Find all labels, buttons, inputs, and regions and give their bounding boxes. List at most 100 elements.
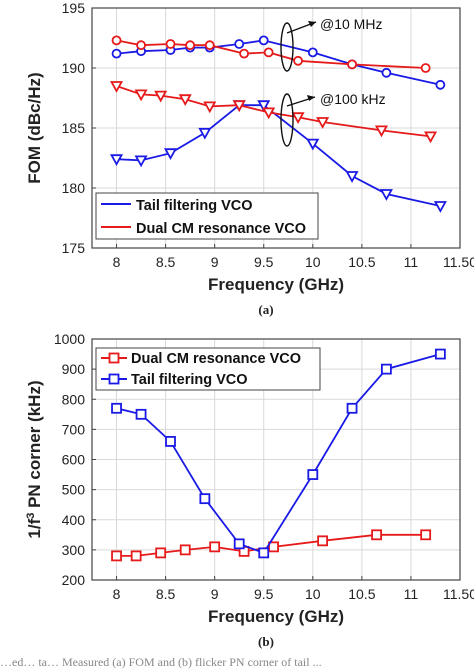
series <box>111 529 432 562</box>
data-point <box>110 154 124 167</box>
data-point <box>307 469 319 480</box>
chart-fom: 8 8.5 9 9.5 10 10.5 11 11.50 175 180 185 190 195 Fr… <box>25 0 474 317</box>
data-point <box>234 39 245 49</box>
annotation-text: @100 kHz <box>320 91 386 107</box>
series <box>111 35 431 73</box>
y-tick-label: 185 <box>62 120 86 136</box>
data-point <box>435 79 446 90</box>
legend-label: Tail filtering VCO <box>131 372 248 388</box>
x-tick-label: 11 <box>404 254 419 270</box>
x-axis-label: Frequency (GHz) <box>208 607 344 626</box>
data-point <box>263 47 274 58</box>
legend: Tail filtering VCO Dual CM resonance VCO <box>95 192 319 240</box>
y-tick-label: 300 <box>62 542 86 558</box>
data-point <box>110 81 124 93</box>
annotation-ellipse <box>280 93 294 147</box>
panel-label: (b) <box>258 634 274 649</box>
data-point <box>262 107 276 120</box>
y-tick-label: 195 <box>62 0 86 16</box>
series-line <box>116 39 441 86</box>
arrowhead-icon <box>308 21 316 27</box>
x-tick-label: 8.5 <box>156 586 176 602</box>
data-point <box>374 125 389 138</box>
plot-frame <box>91 338 461 581</box>
series-line <box>116 104 441 207</box>
series-line <box>116 39 426 69</box>
y-tick-label: 900 <box>62 361 86 377</box>
data-point <box>111 35 122 46</box>
y-tick-label: 800 <box>62 391 86 407</box>
legend-box <box>95 192 319 240</box>
data-point <box>434 348 446 360</box>
y-tick-label: 600 <box>62 452 86 468</box>
x-tick-label: 8.5 <box>156 254 176 270</box>
data-point <box>130 550 142 562</box>
legend-box <box>95 347 321 391</box>
annotation-100khz: @100 kHz <box>280 91 386 147</box>
data-point <box>379 189 393 201</box>
data-point <box>424 131 438 144</box>
panel-label: (a) <box>258 302 273 317</box>
legend-label: Tail filtering VCO <box>136 198 253 214</box>
y-tick-label: 175 <box>62 240 86 256</box>
y-tick-label: 180 <box>62 180 86 196</box>
y-tick-label: 700 <box>62 421 86 437</box>
annotation-ellipse <box>280 22 294 72</box>
data-point <box>239 48 250 59</box>
x-tick-label: 9 <box>211 254 219 270</box>
data-point <box>433 201 447 213</box>
legend-marker <box>108 352 120 364</box>
data-point <box>233 538 245 550</box>
x-tick-label: 9 <box>211 586 219 602</box>
x-tick-label: 11.50 <box>443 254 474 270</box>
data-point <box>293 55 303 66</box>
chart-pn-corner: 8 8.5 9 9.5 10 10.5 11 11.50 200 300 400 500 600 700… <box>25 331 474 649</box>
y-axis-label-superscript: 3 <box>25 513 37 519</box>
series-layer <box>110 35 447 213</box>
y-axis-label-part: 1/f <box>25 518 44 538</box>
data-point <box>134 89 148 102</box>
y-tick-label: 400 <box>62 512 86 528</box>
arrowhead-icon <box>307 95 315 101</box>
data-point <box>257 100 271 113</box>
x-tick-label: 10 <box>305 586 321 602</box>
y-axis-label: 1/f3 PN corner (kHz) <box>25 380 44 538</box>
data-point <box>111 48 122 59</box>
x-tick-label: 9.5 <box>254 586 274 602</box>
data-point <box>347 59 357 70</box>
data-point <box>345 171 359 183</box>
data-point <box>165 436 176 447</box>
legend-marker <box>108 373 120 385</box>
y-axis-label-part: PN corner (kHz) <box>25 380 44 512</box>
data-point <box>258 547 270 559</box>
legend-label: Dual CM resonance VCO <box>136 221 306 237</box>
data-point <box>420 529 432 541</box>
data-point <box>165 39 176 49</box>
legend: Dual CM resonance VCO Tail filtering VCO <box>95 347 321 391</box>
series-layer <box>111 348 446 562</box>
data-point <box>291 112 305 125</box>
data-point <box>232 100 246 113</box>
x-tick-labels: 8 8.5 9 9.5 10 10.5 11 11.50 <box>113 254 474 270</box>
data-point <box>111 402 122 414</box>
data-point <box>209 541 221 553</box>
x-tick-label: 10 <box>305 254 321 270</box>
series-line <box>116 353 441 554</box>
data-point <box>154 90 168 103</box>
data-point <box>381 67 392 78</box>
data-point <box>346 402 358 414</box>
data-point <box>136 40 146 51</box>
data-point <box>204 40 215 51</box>
data-point <box>420 63 431 73</box>
y-tick-label: 500 <box>62 482 86 498</box>
data-point <box>111 550 122 562</box>
annotation-text: @10 MHz <box>320 16 382 32</box>
y-tick-label: 200 <box>62 572 86 588</box>
data-point <box>178 94 192 107</box>
y-tick-labels: 200 300 400 500 600 700 800 900 1000 <box>54 331 85 588</box>
x-tick-labels: 8 8.5 9 9.5 10 10.5 11 11.50 <box>113 586 474 602</box>
series-line <box>116 533 426 557</box>
y-axis-label: FOM (dBc/Hz) <box>25 72 44 183</box>
data-point <box>135 408 147 420</box>
data-point <box>317 535 329 547</box>
